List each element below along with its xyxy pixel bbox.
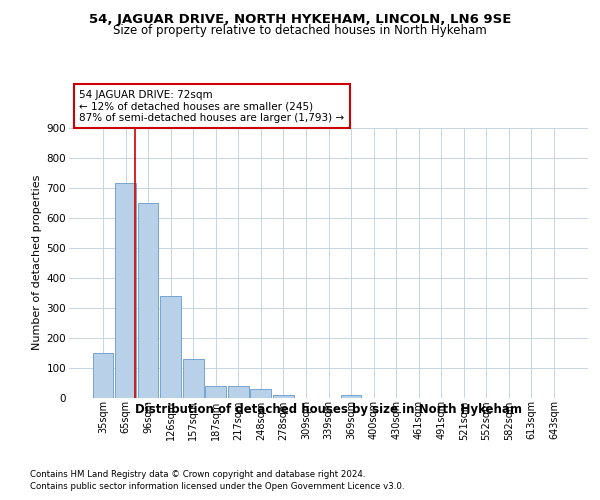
Y-axis label: Number of detached properties: Number of detached properties: [32, 175, 43, 350]
Text: 54 JAGUAR DRIVE: 72sqm
← 12% of detached houses are smaller (245)
87% of semi-de: 54 JAGUAR DRIVE: 72sqm ← 12% of detached…: [79, 90, 344, 123]
Bar: [205, 386, 226, 398]
Bar: [183, 359, 203, 398]
Bar: [92, 352, 113, 398]
Bar: [115, 183, 136, 398]
Text: Contains public sector information licensed under the Open Government Licence v3: Contains public sector information licen…: [30, 482, 404, 491]
Bar: [160, 296, 181, 398]
Bar: [228, 386, 248, 398]
Bar: [341, 395, 361, 398]
Text: Size of property relative to detached houses in North Hykeham: Size of property relative to detached ho…: [113, 24, 487, 37]
Bar: [137, 202, 158, 398]
Text: 54, JAGUAR DRIVE, NORTH HYKEHAM, LINCOLN, LN6 9SE: 54, JAGUAR DRIVE, NORTH HYKEHAM, LINCOLN…: [89, 12, 511, 26]
Text: Distribution of detached houses by size in North Hykeham: Distribution of detached houses by size …: [136, 402, 522, 415]
Bar: [273, 394, 294, 398]
Text: Contains HM Land Registry data © Crown copyright and database right 2024.: Contains HM Land Registry data © Crown c…: [30, 470, 365, 479]
Bar: [250, 389, 271, 398]
